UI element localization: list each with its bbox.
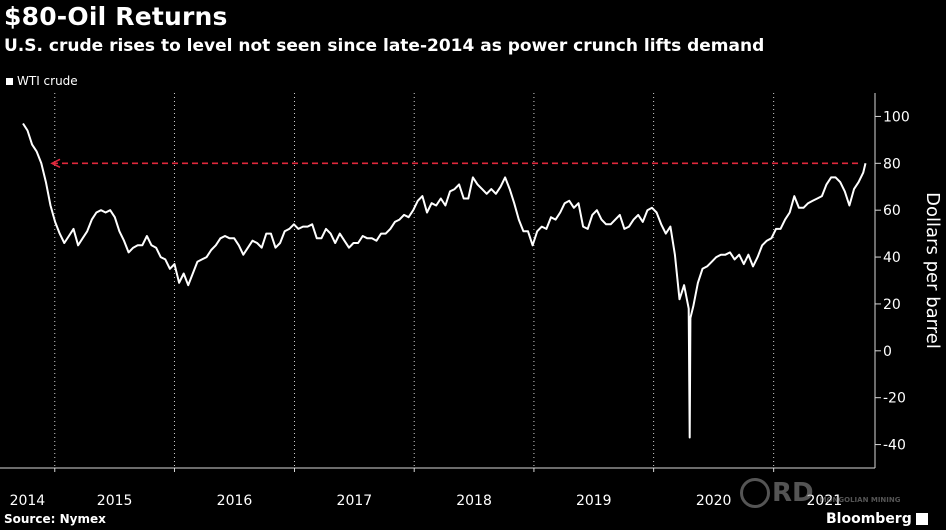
- y-tick-label: 80: [883, 156, 901, 172]
- y-tick-label: 40: [883, 250, 901, 266]
- legend-swatch: [6, 77, 13, 85]
- x-tick-label: 2020: [696, 493, 732, 509]
- y-tick-label: 60: [883, 203, 901, 219]
- legend-label: WTI crude: [17, 74, 78, 88]
- x-tick-label: 2018: [456, 493, 492, 509]
- watermark-logo-icon: [740, 478, 770, 508]
- x-tick-label: 2017: [337, 493, 373, 509]
- y-tick-label: -20: [883, 391, 906, 407]
- y-tick-label: -40: [883, 438, 906, 454]
- watermark-caption: MONGOLIAN MINING: [819, 496, 901, 504]
- chart-subtitle: U.S. crude rises to level not seen since…: [4, 36, 765, 56]
- chart-title: $80-Oil Returns: [4, 2, 228, 31]
- x-tick-label: 2015: [97, 493, 133, 509]
- y-axis-label: Dollars per barrel: [922, 192, 943, 349]
- reference-arrow-icon: [50, 158, 61, 169]
- brand-name: Bloomberg: [826, 511, 912, 527]
- watermark-mark: RD: [772, 478, 814, 508]
- x-tick-label: 2014: [10, 493, 46, 509]
- y-tick-label: 0: [883, 344, 892, 360]
- watermark: RD MONGOLIAN MINING: [740, 478, 901, 508]
- x-tick-label: 2021: [807, 493, 843, 509]
- source-label: Source: Nymex: [4, 512, 106, 526]
- x-tick-label: 2016: [217, 493, 253, 509]
- y-tick-label: 20: [883, 297, 901, 313]
- brand-logo-icon: [915, 513, 928, 525]
- legend: WTI crude: [6, 74, 78, 88]
- brand: Bloomberg: [826, 511, 928, 527]
- y-tick-label: 100: [883, 109, 910, 125]
- series-line-wti-crude: [22, 122, 867, 439]
- x-tick-label: 2019: [576, 493, 612, 509]
